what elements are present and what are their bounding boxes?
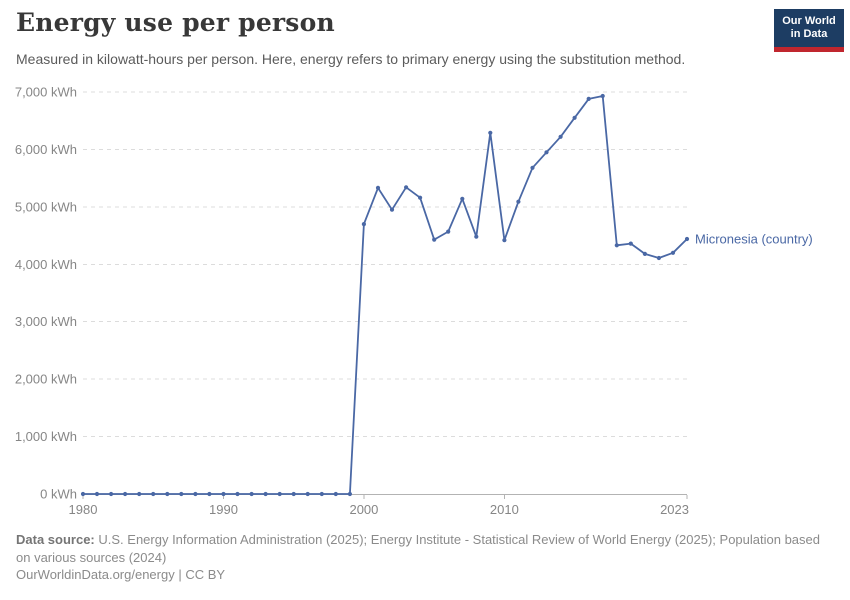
data-point[interactable] — [361, 222, 366, 227]
page-title: Energy use per person — [16, 8, 335, 37]
owid-logo-line1: Our World — [782, 15, 836, 27]
owid-logo[interactable]: Our World in Data — [774, 9, 844, 52]
cc-by-link[interactable]: CC BY — [185, 567, 226, 582]
footer-separator: | — [178, 567, 182, 582]
data-point[interactable] — [432, 237, 437, 242]
data-point[interactable] — [235, 491, 240, 497]
y-axis-tick-label: 7,000 kWh — [15, 85, 77, 100]
data-point[interactable] — [165, 491, 170, 497]
y-axis-tick-label: 1,000 kWh — [15, 429, 77, 444]
footer-license: OurWorldinData.org/energy | CC BY — [16, 567, 225, 582]
data-point[interactable] — [404, 185, 409, 190]
data-point[interactable] — [614, 243, 619, 248]
y-axis-tick-label: 5,000 kWh — [15, 199, 77, 214]
y-axis-tick-label: 3,000 kWh — [15, 314, 77, 329]
data-point[interactable] — [460, 196, 465, 201]
data-point[interactable] — [305, 491, 310, 497]
data-point[interactable] — [291, 491, 296, 497]
x-axis-tick-label: 1980 — [69, 502, 98, 517]
x-axis-tick-label: 2023 — [660, 502, 689, 517]
data-point[interactable] — [586, 96, 591, 101]
data-point[interactable] — [530, 165, 535, 170]
data-point[interactable] — [628, 241, 633, 246]
data-point[interactable] — [656, 255, 662, 261]
data-point[interactable] — [263, 491, 268, 497]
data-point[interactable] — [179, 491, 184, 497]
data-point[interactable] — [94, 491, 100, 497]
data-point[interactable] — [249, 491, 254, 497]
data-point[interactable] — [207, 491, 212, 497]
data-point[interactable] — [544, 150, 549, 155]
data-point[interactable] — [375, 185, 381, 190]
data-point[interactable] — [642, 251, 648, 256]
data-source-label: Data source: — [16, 532, 95, 547]
data-point[interactable] — [151, 491, 156, 497]
data-point[interactable] — [572, 115, 577, 120]
data-point[interactable] — [193, 491, 198, 497]
data-point[interactable] — [80, 491, 86, 497]
data-point[interactable] — [123, 491, 128, 497]
data-point[interactable] — [474, 234, 479, 239]
data-point[interactable] — [558, 134, 563, 139]
data-point[interactable] — [502, 238, 507, 243]
y-axis-tick-label: 4,000 kWh — [15, 257, 77, 272]
data-point[interactable] — [221, 491, 226, 497]
data-point[interactable] — [277, 491, 282, 497]
series-label[interactable]: Micronesia (country) — [695, 232, 813, 247]
data-point[interactable] — [600, 93, 605, 99]
data-point[interactable] — [389, 207, 395, 212]
data-point[interactable] — [516, 199, 521, 204]
y-axis-tick-label: 6,000 kWh — [15, 142, 77, 157]
y-axis-tick-label: 2,000 kWh — [15, 372, 77, 387]
data-point[interactable] — [137, 491, 142, 497]
owid-logo-line2: in Data — [790, 28, 828, 40]
data-point[interactable] — [109, 491, 114, 497]
x-axis-tick-label: 1990 — [209, 502, 238, 517]
data-point[interactable] — [670, 250, 676, 255]
data-source-text: U.S. Energy Information Administration (… — [16, 532, 820, 565]
data-point[interactable] — [684, 236, 690, 242]
data-point[interactable] — [333, 491, 338, 497]
footer-source: Data source: U.S. Energy Information Adm… — [16, 531, 822, 566]
data-point[interactable] — [418, 195, 423, 200]
y-axis-tick-label: 0 kWh — [40, 487, 77, 502]
x-axis-tick-label: 2000 — [349, 502, 378, 517]
line-series-micronesia[interactable] — [82, 95, 688, 495]
data-point[interactable] — [347, 491, 352, 497]
x-axis-tick-label: 2010 — [490, 502, 519, 517]
data-point[interactable] — [446, 229, 451, 234]
data-point[interactable] — [488, 130, 493, 135]
owid-energy-link[interactable]: OurWorldinData.org/energy — [16, 567, 175, 582]
data-point[interactable] — [319, 491, 324, 497]
chart-subtitle: Measured in kilowatt-hours per person. H… — [16, 51, 686, 67]
